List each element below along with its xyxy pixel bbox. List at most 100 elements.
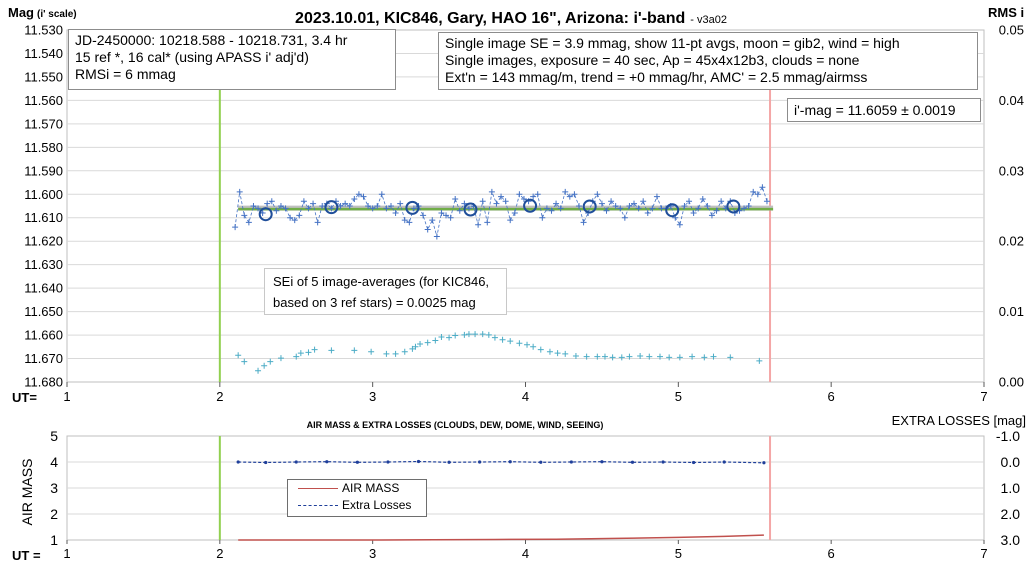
main-y-tick-label: 11.680 [24, 375, 63, 390]
single-image-point [255, 205, 262, 212]
single-image-point [631, 200, 638, 207]
main-y-tick-label: 11.550 [24, 69, 63, 84]
rms-point [401, 348, 408, 355]
rms-point [267, 358, 274, 365]
extra-losses-point [630, 460, 635, 464]
single-image-point [268, 198, 275, 205]
single-image-point [603, 207, 610, 214]
single-image-point [378, 191, 385, 198]
air-mass-line [238, 534, 764, 541]
rms-point [572, 352, 579, 359]
single-image-point [626, 203, 633, 209]
single-image-point [484, 219, 491, 226]
extra-losses-point [355, 460, 359, 464]
single-image-point [475, 221, 482, 228]
single-image-point [433, 233, 440, 240]
session-info-line: RMSi = 6 mmag [75, 66, 176, 82]
rms-point [507, 338, 514, 345]
single-image-point [520, 195, 527, 202]
single-image-point [507, 217, 514, 224]
main-chart-title: 2023.10.01, KIC846, Gary, HAO 16", Arizo… [295, 10, 727, 27]
single-image-point [681, 203, 688, 209]
single-image-point [273, 207, 280, 214]
extra-losses-swatch [298, 505, 338, 506]
main-x-axis-label: UT= [12, 390, 37, 405]
sei-note-line: SEi of 5 image-averages (for KIC846, [273, 274, 490, 289]
lower-chart-title: AIR MASS & EXTRA LOSSES (CLOUDS, DEW, DO… [307, 420, 604, 430]
main-y2-tick-label: 0.02 [999, 234, 1024, 249]
session-info-line: JD-2450000: 10218.588 - 10218.731, 3.4 h… [75, 32, 348, 48]
rms-point [305, 349, 312, 356]
rms-point [609, 354, 616, 361]
single-image-point [617, 205, 624, 212]
lower-x-tick-label: 6 [828, 546, 835, 561]
extra-losses-point [539, 460, 543, 464]
single-image-point [741, 205, 748, 212]
single-image-point [713, 207, 720, 214]
rms-point [701, 354, 708, 361]
result-magnitude-label: i'-mag = 11.6059 ± 0.0019 [794, 102, 956, 118]
rms-point [524, 341, 531, 348]
single-image-point [580, 219, 587, 226]
legend-item-extra-losses: Extra Losses [288, 497, 426, 514]
single-image-point [695, 205, 702, 212]
single-image-point [337, 203, 344, 209]
lower-y-tick-label: 1 [50, 532, 58, 548]
rms-point [689, 353, 696, 360]
single-image-point [635, 205, 642, 212]
extra-losses-point [762, 461, 766, 465]
single-image-point [452, 195, 459, 202]
lower-y2-tick-label: -1.0 [996, 428, 1020, 444]
single-image-point [360, 193, 367, 200]
single-image-point [649, 205, 656, 212]
lower-y2-tick-label: 2.0 [1001, 506, 1021, 522]
rms-point [479, 331, 486, 338]
lower-y2-axis-label: EXTRA LOSSES [mag] [892, 413, 1026, 428]
single-image-point [401, 217, 408, 224]
single-image-point [598, 200, 605, 207]
rms-point [530, 343, 537, 350]
main-y2-tick-label: 0.00 [999, 375, 1024, 390]
lower-y-tick-label: 3 [50, 480, 58, 496]
average-point [258, 207, 273, 222]
main-x-tick-label: 1 [63, 389, 70, 404]
single-image-point [282, 205, 289, 212]
single-image-point [488, 188, 495, 195]
main-y-tick-label: 11.540 [24, 46, 63, 61]
lower-x-tick-label: 7 [980, 546, 987, 561]
observation-info-line: Ext'n = 143 mmag/m, trend = +0 mmag/hr, … [445, 69, 868, 85]
single-image-point [351, 195, 358, 202]
extra-losses-point [569, 460, 573, 464]
single-image-point [300, 198, 307, 205]
main-y-tick-label: 11.610 [24, 210, 63, 225]
rms-point [277, 355, 284, 362]
single-image-point [676, 221, 683, 228]
single-image-point [516, 191, 523, 198]
extra-losses-point [661, 460, 665, 464]
legend-label-air-mass: AIR MASS [342, 481, 400, 495]
single-image-point [287, 214, 294, 221]
main-y-tick-label: 11.590 [24, 163, 63, 178]
main-y2-tick-label: 0.01 [999, 304, 1024, 319]
main-x-tick-label: 6 [828, 389, 835, 404]
extra-losses-point [722, 460, 726, 464]
single-image-point [754, 191, 761, 198]
rms-point [562, 350, 569, 357]
rms-point [756, 357, 763, 364]
single-image-point [690, 210, 697, 217]
average-point [324, 200, 339, 215]
extra-losses-point [264, 460, 268, 465]
rms-point [424, 339, 431, 346]
single-image-point [575, 203, 582, 209]
rms-point [235, 352, 242, 359]
lower-y-axis-label: AIR MASS [19, 459, 35, 526]
main-y2-tick-label: 0.04 [999, 93, 1024, 108]
single-image-point [383, 205, 390, 212]
extra-losses-point [447, 460, 451, 464]
air-mass-swatch [298, 488, 338, 489]
main-y2-tick-label: 0.03 [999, 163, 1024, 178]
single-image-point [236, 188, 243, 195]
rms-point [499, 336, 506, 343]
rms-point [601, 353, 608, 360]
single-image-point [264, 200, 271, 207]
